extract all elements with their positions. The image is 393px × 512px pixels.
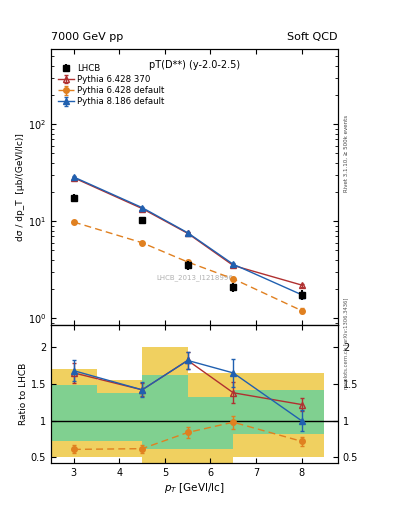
Text: pT(D**) (y-2.0-2.5): pT(D**) (y-2.0-2.5) bbox=[149, 60, 240, 70]
X-axis label: $p_T$ [GeVl/lc]: $p_T$ [GeVl/lc] bbox=[164, 481, 225, 495]
Y-axis label: Ratio to LHCB: Ratio to LHCB bbox=[19, 363, 28, 425]
Legend: LHCB, Pythia 6.428 370, Pythia 6.428 default, Pythia 8.186 default: LHCB, Pythia 6.428 370, Pythia 6.428 def… bbox=[58, 64, 165, 106]
Text: mcplots.cern.ch [arXiv:1306.3436]: mcplots.cern.ch [arXiv:1306.3436] bbox=[344, 297, 349, 389]
Text: 7000 GeV pp: 7000 GeV pp bbox=[51, 32, 123, 42]
Text: Rivet 3.1.10, ≥ 500k events: Rivet 3.1.10, ≥ 500k events bbox=[344, 115, 349, 192]
Text: Soft QCD: Soft QCD bbox=[288, 32, 338, 42]
Text: LHCB_2013_I1218996: LHCB_2013_I1218996 bbox=[156, 275, 233, 282]
Y-axis label: dσ / dp_T  [μb/(GeVl/lc)]: dσ / dp_T [μb/(GeVl/lc)] bbox=[16, 133, 25, 241]
